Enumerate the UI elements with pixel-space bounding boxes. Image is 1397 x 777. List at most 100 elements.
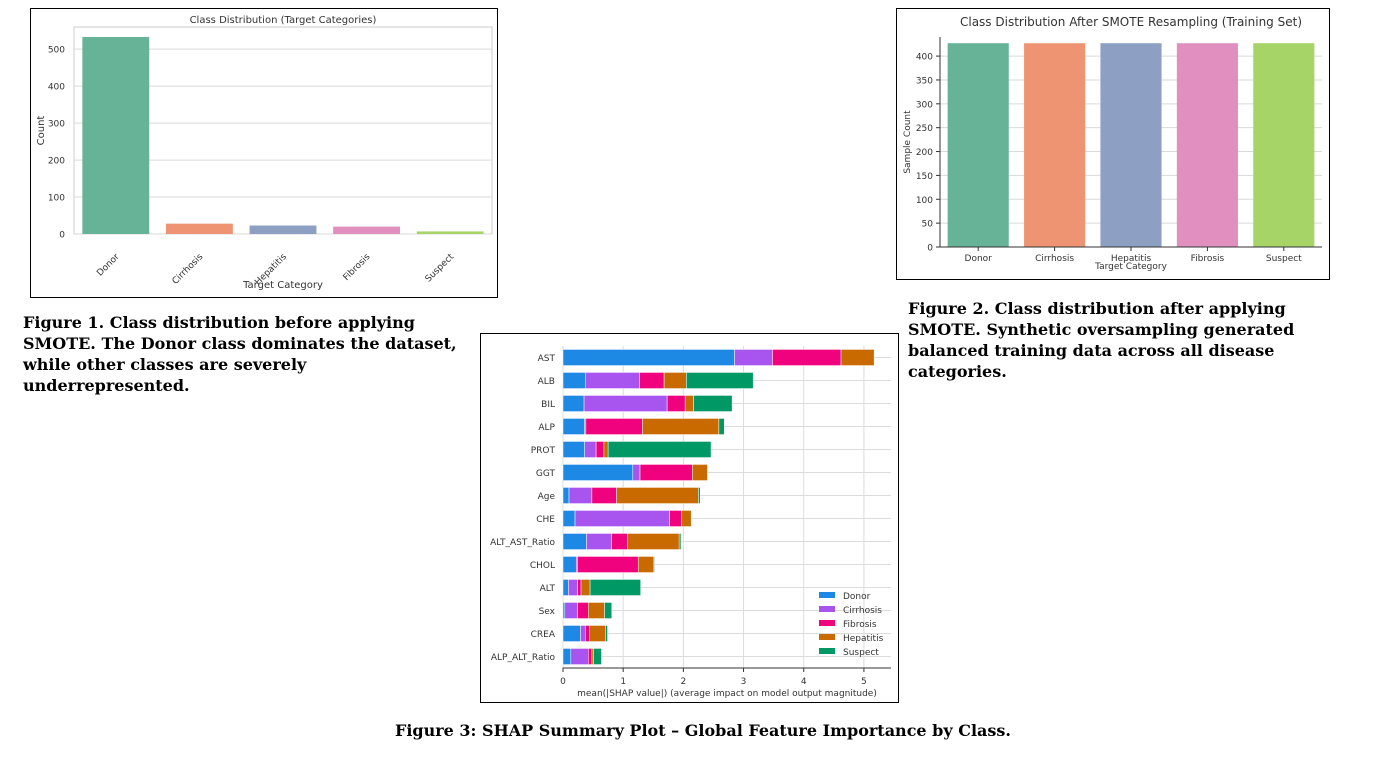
bar-alp-donor	[562, 418, 585, 435]
figure-3-caption: Figure 3: SHAP Summary Plot – Global Fea…	[394, 721, 1011, 740]
bar-prot-cirrhosis	[584, 441, 597, 458]
bar-hepatitis	[249, 225, 317, 234]
y-tick-label: Sex	[539, 607, 556, 617]
y-tick-label: BIL	[541, 400, 555, 410]
legend-label: Hepatitis	[843, 634, 884, 644]
x-tick-label: 1	[620, 677, 626, 687]
y-tick-label: CHOL	[530, 561, 555, 571]
y-tick-label: CREA	[531, 630, 556, 640]
bar-prot-donor	[562, 441, 585, 458]
legend-swatch-donor	[819, 592, 835, 598]
bar-ggt-donor	[562, 464, 634, 481]
y-tick-label: 0	[59, 231, 65, 241]
y-tick-label: 400	[916, 53, 933, 63]
y-tick-label: GGT	[536, 469, 556, 479]
figure-2-chart: Class Distribution After SMOTE Resamplin…	[896, 8, 1330, 280]
bar-alt-donor	[562, 579, 569, 596]
bar-fibrosis	[333, 226, 401, 234]
bar-alp_alt_ratio-donor	[562, 648, 572, 665]
bar-age-cirrhosis	[568, 487, 593, 504]
legend-label: Donor	[843, 592, 871, 602]
bar-bil-suspect	[693, 395, 733, 412]
bar-ast-fibrosis	[772, 349, 842, 366]
bar-alt_ast_ratio-suspect	[678, 533, 682, 550]
bar-ggt-fibrosis	[639, 464, 693, 481]
y-tick-label: 50	[922, 220, 934, 230]
bar-ast-hepatitis	[840, 349, 875, 366]
bar-alt-fibrosis	[577, 579, 582, 596]
y-tick-label: ALP_ALT_Ratio	[491, 653, 556, 663]
bar-che-hepatitis	[681, 510, 692, 527]
bar-bil-cirrhosis	[583, 395, 668, 412]
bar-crea-donor	[562, 625, 581, 642]
x-tick-label: 0	[560, 677, 566, 687]
bar-prot-suspect	[607, 441, 712, 458]
bar-alp-suspect	[718, 418, 725, 435]
bar-donor	[82, 36, 150, 235]
bar-age-donor	[562, 487, 570, 504]
bar-ggt-cirrhosis	[632, 464, 641, 481]
bar-chol-donor	[562, 556, 577, 573]
legend-swatch-hepatitis	[819, 634, 835, 640]
bar-che-cirrhosis	[574, 510, 670, 527]
bar-alp-hepatitis	[642, 418, 720, 435]
bar-ast-cirrhosis	[734, 349, 773, 366]
bar-alt_ast_ratio-cirrhosis	[586, 533, 612, 550]
bar-alt-hepatitis	[580, 579, 591, 596]
y-tick-label: 500	[48, 46, 65, 56]
legend-label: Fibrosis	[843, 620, 877, 630]
y-tick-label: 0	[927, 244, 933, 254]
y-tick-label: 100	[48, 194, 65, 204]
y-tick-label: 150	[916, 172, 933, 182]
bar-alb-donor	[562, 372, 586, 389]
bar-alt-cirrhosis	[568, 579, 578, 596]
legend-swatch-suspect	[819, 648, 835, 654]
bar-age-hepatitis	[616, 487, 699, 504]
bar-alp_alt_ratio-suspect	[593, 648, 602, 665]
figure-1-chart: Class Distribution (Target Categories) 0 1…	[30, 8, 498, 298]
bar-alt_ast_ratio-donor	[562, 533, 587, 550]
x-tick-label: 4	[801, 677, 807, 687]
bar-ast-donor	[562, 349, 735, 366]
bar-suspect	[416, 231, 484, 234]
x-axis-label: Target Category	[1094, 262, 1167, 272]
x-tick-label: 5	[861, 677, 867, 687]
y-tick-label: AST	[538, 354, 556, 364]
bar-crea-suspect	[605, 625, 608, 642]
bar-crea-hepatitis	[589, 625, 606, 642]
x-tick-label: Fibrosis	[342, 252, 373, 283]
bar-fibrosis	[1176, 43, 1238, 247]
chart-title: Class Distribution After SMOTE Resamplin…	[960, 15, 1302, 29]
y-tick-label: CHE	[536, 515, 555, 525]
bar-chol-fibrosis	[577, 556, 639, 573]
legend-swatch-cirrhosis	[819, 606, 835, 612]
x-tick-label: 2	[680, 677, 686, 687]
x-tick-label: Donor	[965, 254, 993, 264]
bar-alp_alt_ratio-fibrosis	[588, 648, 593, 665]
x-tick-label: Hepatitis	[1111, 254, 1152, 264]
figure-2-caption: Figure 2. Class distribution after apply…	[908, 299, 1295, 381]
class-distribution-chart: Class Distribution (Target Categories) 0 1…	[36, 15, 493, 291]
y-tick-label: ALP	[538, 423, 555, 433]
bar-age-suspect	[698, 487, 701, 504]
bar-bil-fibrosis	[666, 395, 686, 412]
bar-alb-fibrosis	[639, 372, 665, 389]
chart-title: Class Distribution (Target Categories)	[190, 15, 377, 26]
x-tick-label: Suspect	[1266, 254, 1302, 264]
figure-1-caption: Figure 1. Class distribution before appl…	[23, 313, 457, 395]
legend-label: Cirrhosis	[843, 606, 882, 616]
bar-prot-hepatitis	[603, 441, 609, 458]
bar-alt_ast_ratio-fibrosis	[611, 533, 628, 550]
smote-distribution-chart: Class Distribution After SMOTE Resamplin…	[903, 15, 1322, 272]
shap-summary-chart: 0 1 2 3 4 5 AST ALB BIL ALP PROT GGT Age CHE ALT_AST_R…	[490, 346, 891, 699]
bar-hepatitis	[1100, 43, 1162, 247]
bar-alb-suspect	[686, 372, 754, 389]
bar-cirrhosis	[1024, 43, 1086, 247]
y-axis-label: Count	[36, 116, 47, 146]
y-tick-label: 300	[916, 100, 933, 110]
x-tick-label: Cirrhosis	[171, 252, 206, 287]
bar-bil-donor	[562, 395, 585, 412]
bar-prot-fibrosis	[595, 441, 605, 458]
bar-cirrhosis	[165, 223, 233, 234]
legend-label: Suspect	[843, 648, 879, 658]
